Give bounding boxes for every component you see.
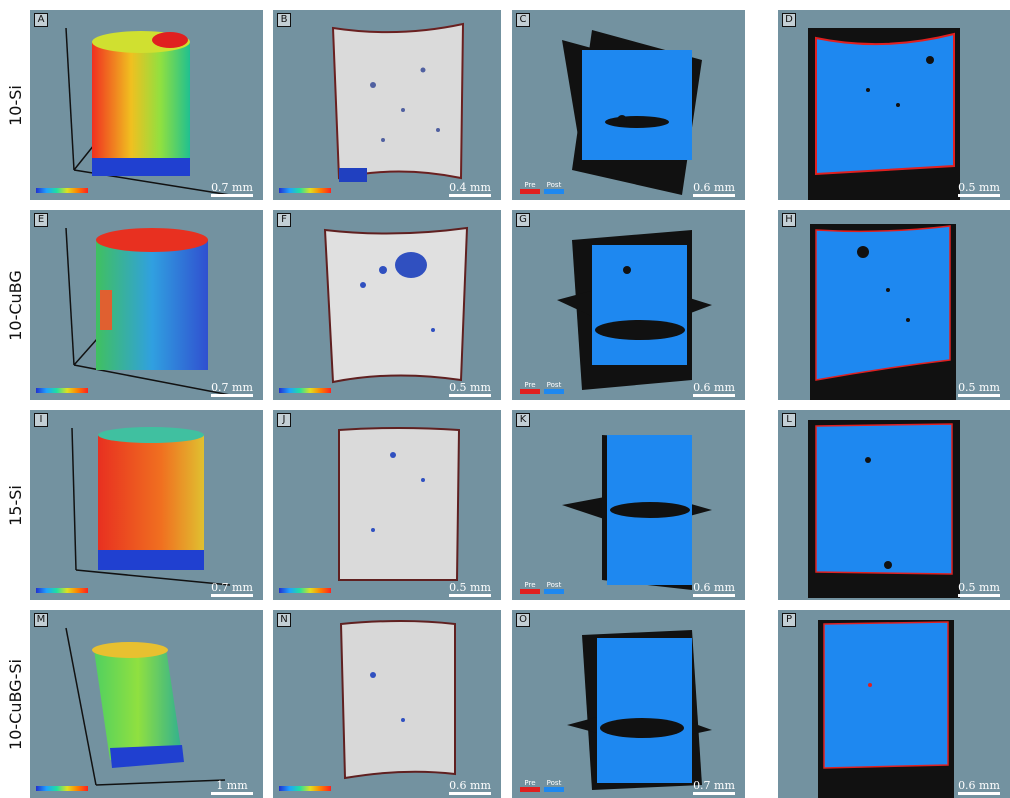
panel-letter: M	[34, 613, 48, 627]
orthogonal-slices	[567, 630, 712, 790]
panel-letter: A	[34, 13, 48, 27]
colorbar	[36, 588, 88, 593]
panel-m: M 1 mm	[30, 610, 263, 798]
panel-letter: P	[782, 613, 796, 627]
panel-letter: K	[516, 413, 530, 427]
row-label-1: 10-Si	[5, 84, 25, 126]
panel-a: A 0.7 mm	[30, 10, 263, 200]
panel-h: H 0.5 mm	[778, 210, 1010, 400]
scale-bar: 0.6 mm	[449, 780, 491, 795]
panel-letter: D	[782, 13, 796, 27]
colorbar	[36, 188, 88, 193]
pre-post-legend: Pre Post	[520, 381, 564, 394]
panel-i: I 0.7 mm	[30, 410, 263, 600]
scale-bar: 1 mm	[211, 780, 253, 795]
orthogonal-slices	[557, 230, 712, 390]
panel-n: N 0.6 mm	[273, 610, 501, 798]
panel-letter: J	[277, 413, 291, 427]
panel-letter: C	[516, 13, 530, 27]
row-label-4: 10-CuBG-Si	[5, 658, 25, 750]
panel-e: E 0.7 mm	[30, 210, 263, 400]
panel-letter: G	[516, 213, 530, 227]
panel-f: F 0.5 mm	[273, 210, 501, 400]
scale-bar: 0.6 mm	[693, 382, 735, 397]
panel-c: C Pre Post 0.6 mm	[512, 10, 745, 200]
scale-bar: 0.5 mm	[449, 582, 491, 597]
panel-d: D 0.5 mm	[778, 10, 1010, 200]
orthogonal-slices	[562, 435, 712, 590]
scale-bar: 0.7 mm	[211, 182, 253, 197]
cylinder-heatmap	[71, 427, 231, 586]
panel-letter: I	[34, 413, 48, 427]
pre-post-legend: Pre Post	[520, 181, 564, 194]
panel-letter: E	[34, 213, 48, 227]
panel-k: K Pre Post 0.6 mm	[512, 410, 745, 600]
cylinder-heatmap	[65, 227, 231, 396]
panel-g: G Pre Post 0.6 mm	[512, 210, 745, 400]
colorbar	[279, 786, 331, 791]
colorbar	[279, 588, 331, 593]
scaffold-section	[338, 427, 461, 581]
overlay-section	[808, 420, 960, 598]
colorbar	[279, 388, 331, 393]
scale-bar: 0.7 mm	[211, 382, 253, 397]
scale-bar: 0.7 mm	[211, 582, 253, 597]
panel-j: J 0.5 mm	[273, 410, 501, 600]
scale-bar: 0.5 mm	[958, 582, 1000, 597]
scale-bar: 0.5 mm	[958, 382, 1000, 397]
scale-bar: 0.6 mm	[693, 582, 735, 597]
scale-bar: 0.6 mm	[958, 780, 1000, 795]
panel-letter: L	[782, 413, 796, 427]
panel-l: L 0.5 mm	[778, 410, 1010, 600]
scale-bar: 0.5 mm	[958, 182, 1000, 197]
panel-o: O Pre Post 0.7 mm	[512, 610, 745, 798]
panel-b: B 0.4 mm	[273, 10, 501, 200]
scaffold-section	[323, 226, 469, 384]
panel-p: P 0.6 mm	[778, 610, 1010, 798]
panel-letter: H	[782, 213, 796, 227]
overlay-section	[818, 620, 954, 798]
cylinder-heatmap	[65, 27, 231, 196]
panel-letter: O	[516, 613, 530, 627]
cylinder-heatmap	[65, 627, 226, 786]
panel-letter: F	[277, 213, 291, 227]
scale-bar: 0.5 mm	[449, 382, 491, 397]
panel-letter: N	[277, 613, 291, 627]
panel-letter: B	[277, 13, 291, 27]
colorbar	[36, 388, 88, 393]
pre-post-legend: Pre Post	[520, 581, 564, 594]
orthogonal-slices	[562, 30, 702, 195]
scale-bar: 0.7 mm	[693, 780, 735, 795]
scaffold-section	[331, 22, 465, 182]
scale-bar: 0.6 mm	[693, 182, 735, 197]
colorbar	[279, 188, 331, 193]
row-label-3: 15-Si	[5, 484, 25, 526]
overlay-section	[810, 224, 956, 400]
scale-bar: 0.4 mm	[449, 182, 491, 197]
pre-post-legend: Pre Post	[520, 779, 564, 792]
overlay-section	[808, 28, 960, 200]
row-label-2: 10-CuBG	[5, 269, 25, 341]
colorbar	[36, 786, 88, 791]
scaffold-section	[339, 620, 456, 780]
